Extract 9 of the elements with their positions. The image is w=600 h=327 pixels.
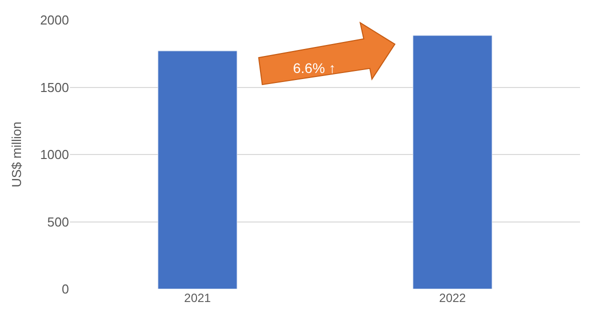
y-axis-title: US$ million — [9, 122, 24, 188]
y-tick-label: 0 — [62, 282, 69, 297]
annotation: 6.6% ↑ — [293, 60, 336, 76]
y-tick-label: 1000 — [40, 147, 69, 162]
y-tick-label: 500 — [47, 214, 69, 230]
x-tick-label: 2022 — [439, 291, 466, 305]
x-tick-label: 2021 — [184, 291, 212, 305]
y-tick-label: 2000 — [40, 12, 69, 28]
y-tick-label: 1500 — [40, 80, 69, 95]
